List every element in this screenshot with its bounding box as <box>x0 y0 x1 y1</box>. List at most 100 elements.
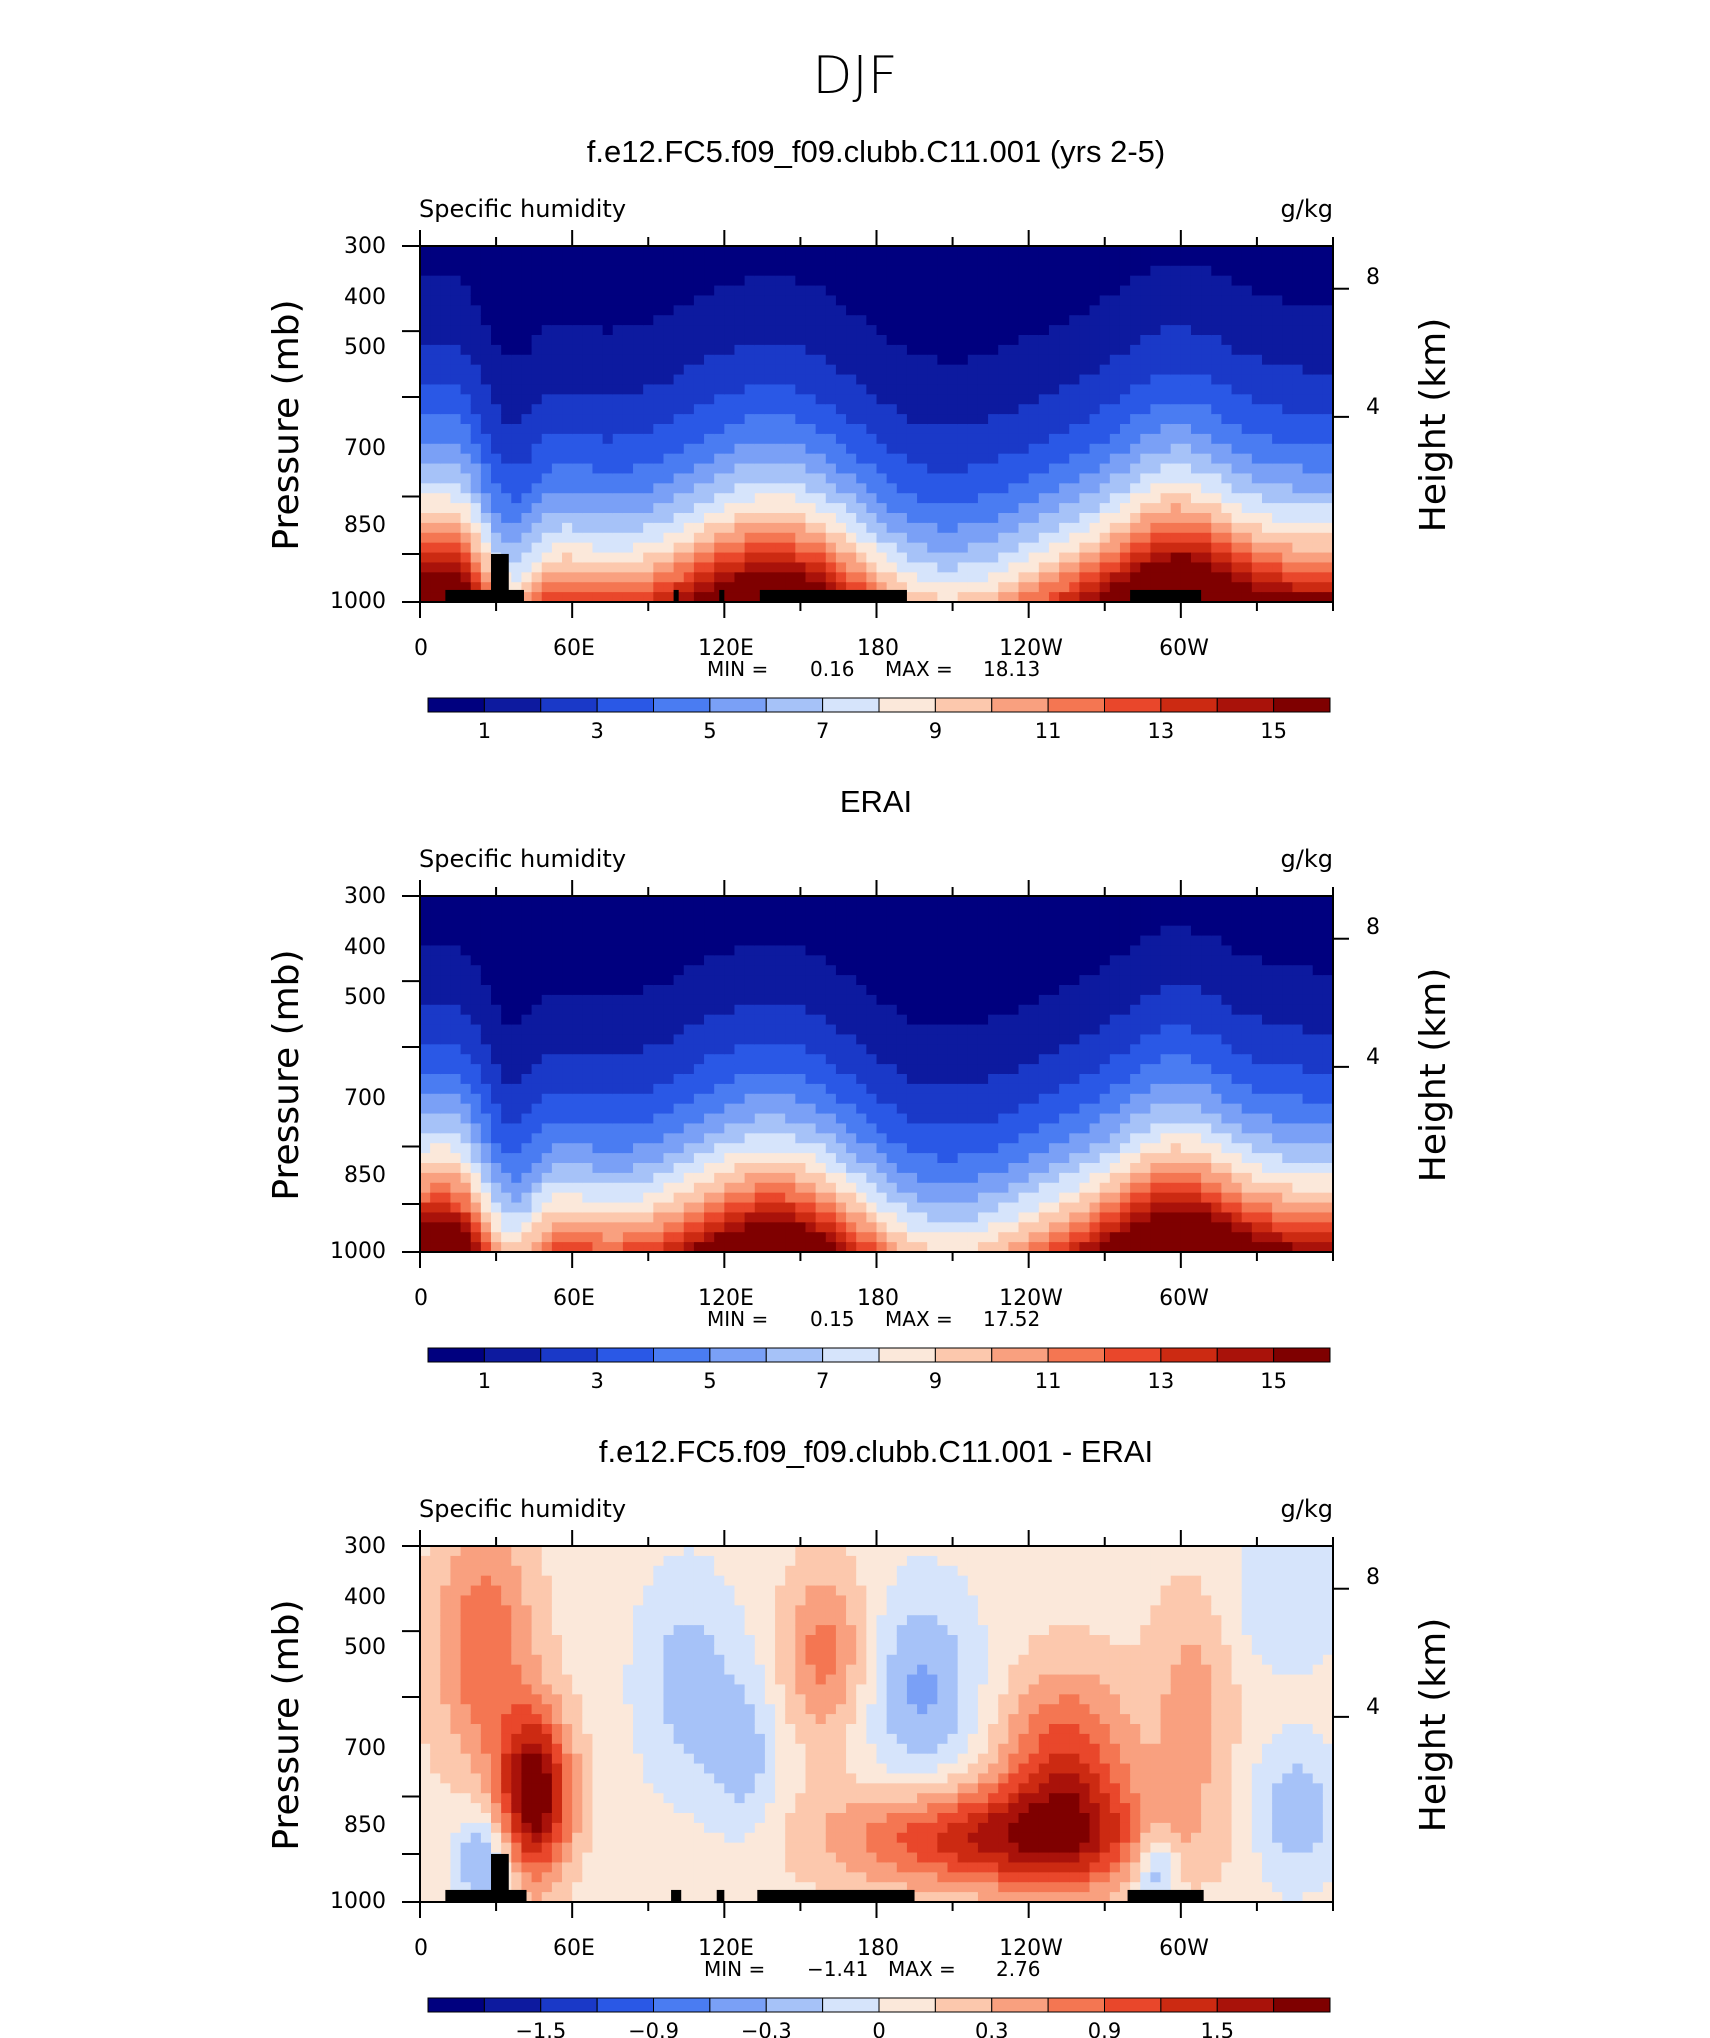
contour-cell <box>998 542 1009 554</box>
contour-cell <box>927 542 938 554</box>
contour-cell <box>480 975 492 986</box>
contour-cell <box>673 1202 685 1214</box>
contour-cell <box>541 433 553 445</box>
contour-cell <box>501 955 512 966</box>
contour-cell <box>1201 532 1212 544</box>
contour-cell <box>673 592 685 603</box>
contour-cell <box>1109 344 1121 356</box>
contour-cell <box>764 1163 776 1174</box>
contour-cell <box>1221 275 1233 287</box>
contour-cell <box>693 394 705 405</box>
contour-cell <box>815 1232 827 1243</box>
contour-cell <box>420 1172 431 1184</box>
contour-cell <box>1231 572 1243 583</box>
contour-cell <box>876 1163 888 1174</box>
contour-cell <box>531 1004 543 1016</box>
contour-cell <box>846 1182 857 1194</box>
contour-cell <box>1028 542 1040 554</box>
contour-cell <box>1069 394 1080 405</box>
contour-cell <box>1130 414 1141 425</box>
contour-cell <box>572 965 583 976</box>
contour-cell <box>1261 285 1273 297</box>
contour-cell <box>1028 414 1040 425</box>
terrain-mask <box>673 589 679 602</box>
contour-cell <box>491 1024 502 1036</box>
contour-cell <box>622 374 634 386</box>
contour-cell <box>876 1083 888 1095</box>
contour-cell <box>754 285 766 297</box>
contour-cell <box>1140 364 1151 376</box>
contour-cell <box>866 364 878 376</box>
contour-cell <box>906 414 918 425</box>
contour-cell <box>775 1163 786 1174</box>
contour-cell <box>1302 255 1314 267</box>
contour-cell <box>734 503 746 514</box>
contour-cell <box>673 1242 685 1253</box>
contour-cell <box>572 1202 583 1214</box>
contour-cell <box>1180 305 1192 316</box>
contour-cell <box>562 935 573 947</box>
contour-cell <box>785 1182 796 1194</box>
contour-cell <box>541 582 553 593</box>
contour-cell <box>440 1182 452 1194</box>
contour-cell <box>460 453 472 465</box>
contour-cell <box>673 453 685 465</box>
contour-cell <box>1038 424 1050 435</box>
contour-cell <box>835 473 847 484</box>
contour-cell <box>450 1014 462 1026</box>
contour-cell <box>764 522 776 534</box>
contour-cell <box>653 325 665 336</box>
contour-cell <box>1261 433 1273 445</box>
contour-cell <box>531 513 543 524</box>
contour-cell <box>420 1064 431 1075</box>
contour-cell <box>683 315 695 326</box>
contour-cell <box>1150 414 1162 425</box>
contour-cell <box>1109 285 1121 297</box>
contour-cell <box>754 1034 766 1045</box>
contour-cell <box>572 364 583 376</box>
contour-cell <box>622 513 634 524</box>
contour-cell <box>491 453 502 465</box>
contour-cell <box>551 935 563 947</box>
contour-cell <box>470 265 482 277</box>
contour-cell <box>734 1034 746 1045</box>
contour-cell <box>420 1004 431 1016</box>
contour-cell <box>846 1143 857 1154</box>
contour-cell <box>866 414 878 425</box>
contour-cell <box>1292 582 1304 593</box>
contour-cell <box>450 335 462 346</box>
contour-cell <box>795 394 807 405</box>
contour-cell <box>612 1103 624 1115</box>
contour-cell <box>663 1044 675 1055</box>
contour-cell <box>876 473 888 484</box>
contour-cell <box>1221 542 1233 554</box>
contour-cell <box>1302 473 1314 484</box>
contour-cell <box>1079 572 1091 583</box>
contour-cell <box>430 562 441 573</box>
contour-cell <box>531 1064 543 1075</box>
contour-cell <box>754 1014 766 1026</box>
contour-cell <box>541 1034 553 1045</box>
contour-cell <box>1302 275 1314 287</box>
contour-cell <box>846 1044 857 1055</box>
contour-cell <box>805 1182 817 1194</box>
contour-cell <box>440 1083 452 1095</box>
contour-cell <box>562 414 573 425</box>
contour-cell <box>1190 364 1202 376</box>
left-title: Specific humidity <box>419 845 626 873</box>
contour-cell <box>693 443 705 455</box>
contour-cell <box>602 915 614 927</box>
contour-cell <box>846 1093 857 1105</box>
contour-cell <box>643 572 654 583</box>
contour-cell <box>988 364 999 376</box>
contour-cell <box>785 896 796 907</box>
contour-cell <box>1170 404 1182 415</box>
contour-cell <box>1109 473 1121 484</box>
contour-cell <box>775 935 786 947</box>
contour-cell <box>582 1014 594 1026</box>
contour-cell <box>1190 285 1202 297</box>
contour-cell <box>876 463 888 475</box>
contour-cell <box>602 414 614 425</box>
contour-cell <box>805 1113 817 1125</box>
contour-cell <box>1079 542 1091 554</box>
